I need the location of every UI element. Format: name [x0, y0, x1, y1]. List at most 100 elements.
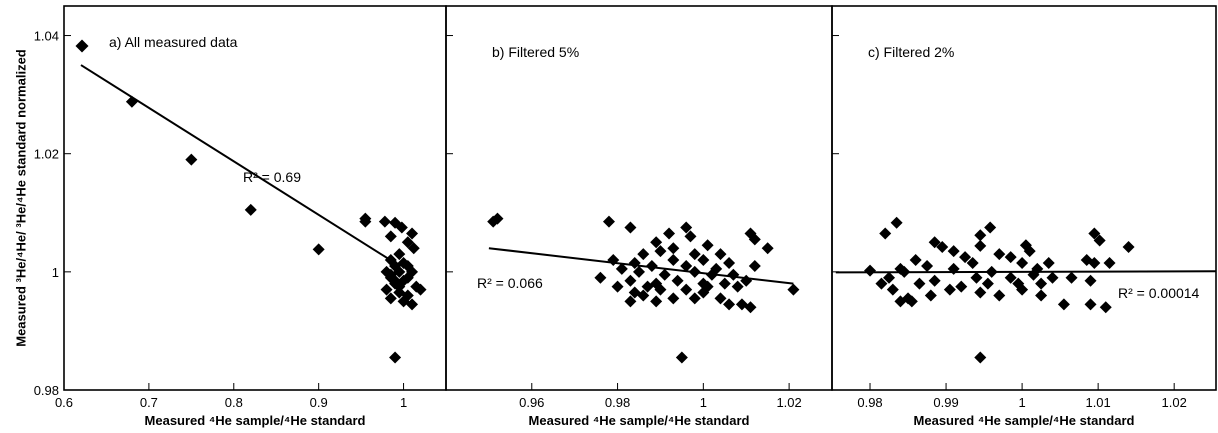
data-point	[985, 265, 998, 278]
data-point	[1088, 256, 1101, 269]
data-point	[1093, 234, 1106, 247]
data-point	[1035, 277, 1048, 290]
data-point	[761, 242, 774, 255]
data-point	[641, 280, 654, 293]
data-point	[1084, 298, 1097, 311]
data-point	[680, 283, 693, 296]
data-point	[966, 256, 979, 269]
data-point	[909, 254, 922, 267]
x-tick-label: 0.9	[310, 395, 328, 410]
data-point	[928, 236, 941, 249]
x-tick-label: 1.01	[1085, 395, 1110, 410]
data-point	[705, 268, 718, 281]
data-point	[185, 153, 198, 166]
panel-frame	[831, 5, 1217, 391]
x-tick-label: 0.7	[140, 395, 158, 410]
data-point	[244, 203, 257, 216]
data-point	[714, 292, 727, 305]
x-axis-title: Measured ⁴He sample/⁴He standard	[529, 413, 750, 428]
data-point	[898, 265, 911, 278]
data-point	[1088, 227, 1101, 240]
data-point	[384, 292, 397, 305]
data-point	[406, 298, 419, 311]
data-point	[928, 274, 941, 287]
panel-b: 0.96 0.98 1 1.02 b) Filtered 5% R² = 0.066 Mea…	[445, 5, 833, 428]
x-tick-label: 0.8	[225, 395, 243, 410]
data-point	[1099, 301, 1112, 314]
data-point	[633, 265, 645, 278]
panel-frame	[63, 5, 447, 391]
data-point	[395, 221, 408, 234]
panel-c: 0.98 0.99 1 1.01 1.02 c) Filtered 2% R² = 0.00…	[831, 5, 1217, 428]
data-point	[731, 280, 744, 293]
data-point	[125, 95, 138, 108]
y-tick-label: 1	[52, 265, 59, 280]
data-point	[680, 221, 693, 234]
x-tick-label: 0.99	[933, 395, 958, 410]
data-point	[748, 233, 761, 246]
data-point	[607, 254, 620, 267]
data-point	[1004, 271, 1017, 284]
data-point	[947, 262, 960, 275]
r2-label: R² = 0.69	[243, 169, 301, 185]
x-tick-label: 1	[400, 395, 407, 410]
data-point	[718, 277, 731, 290]
fit-line	[835, 270, 1217, 274]
data-point	[624, 295, 637, 308]
data-point	[1057, 298, 1070, 311]
data-point	[688, 265, 701, 278]
data-point	[1065, 271, 1078, 284]
data-point	[864, 264, 877, 277]
panel-label: b) Filtered 5%	[492, 44, 579, 60]
data-point	[744, 301, 757, 314]
data-point	[312, 243, 325, 256]
data-point	[406, 227, 419, 240]
data-point	[650, 295, 663, 308]
x-tick-label: 1	[700, 395, 707, 410]
data-point	[714, 248, 727, 261]
data-point	[1023, 245, 1036, 258]
data-point	[723, 256, 736, 269]
data-point	[624, 274, 637, 287]
data-point	[974, 286, 987, 299]
data-point	[1122, 241, 1135, 254]
panel-a: 0.6 0.7 0.8 0.9 1 0.98 1 1.02 1.04 a) All measure…	[34, 5, 447, 428]
x-tick-label: 1.02	[1162, 395, 1187, 410]
data-point	[894, 295, 907, 308]
y-tick-label: 0.98	[34, 383, 59, 398]
x-tick-label: 0.96	[519, 395, 544, 410]
data-point	[1042, 256, 1055, 269]
y-axis-title: Measured ³He/⁴He/ ³He/⁴He standard norma…	[13, 49, 28, 347]
data-point	[1027, 268, 1040, 281]
data-point	[740, 274, 753, 287]
data-point	[924, 289, 937, 302]
data-point	[401, 271, 414, 284]
data-point	[1016, 283, 1029, 296]
data-point	[667, 292, 680, 305]
data-point	[787, 283, 800, 296]
data-point	[875, 277, 888, 290]
x-axis-title: Measured ⁴He sample/⁴He standard	[145, 413, 366, 428]
data-point	[414, 283, 427, 296]
data-point	[650, 236, 663, 249]
y-tick-label: 1.02	[34, 147, 59, 162]
data-point	[905, 295, 918, 308]
data-point	[624, 221, 637, 234]
data-point	[727, 268, 740, 281]
y-tick-label: 1.04	[34, 29, 59, 44]
data-point	[1084, 274, 1097, 287]
data-point	[688, 248, 701, 261]
data-point	[637, 289, 650, 302]
x-tick-label: 0.98	[857, 395, 882, 410]
panel-label: a) All measured data	[109, 34, 238, 50]
data-point	[658, 268, 671, 281]
data-point	[389, 351, 402, 364]
fit-line	[488, 247, 794, 285]
x-tick-label: 0.98	[605, 395, 630, 410]
data-point	[393, 280, 406, 293]
data-point	[637, 248, 650, 261]
data-point	[974, 239, 987, 252]
x-tick-label: 0.6	[55, 395, 73, 410]
data-point	[883, 271, 896, 284]
